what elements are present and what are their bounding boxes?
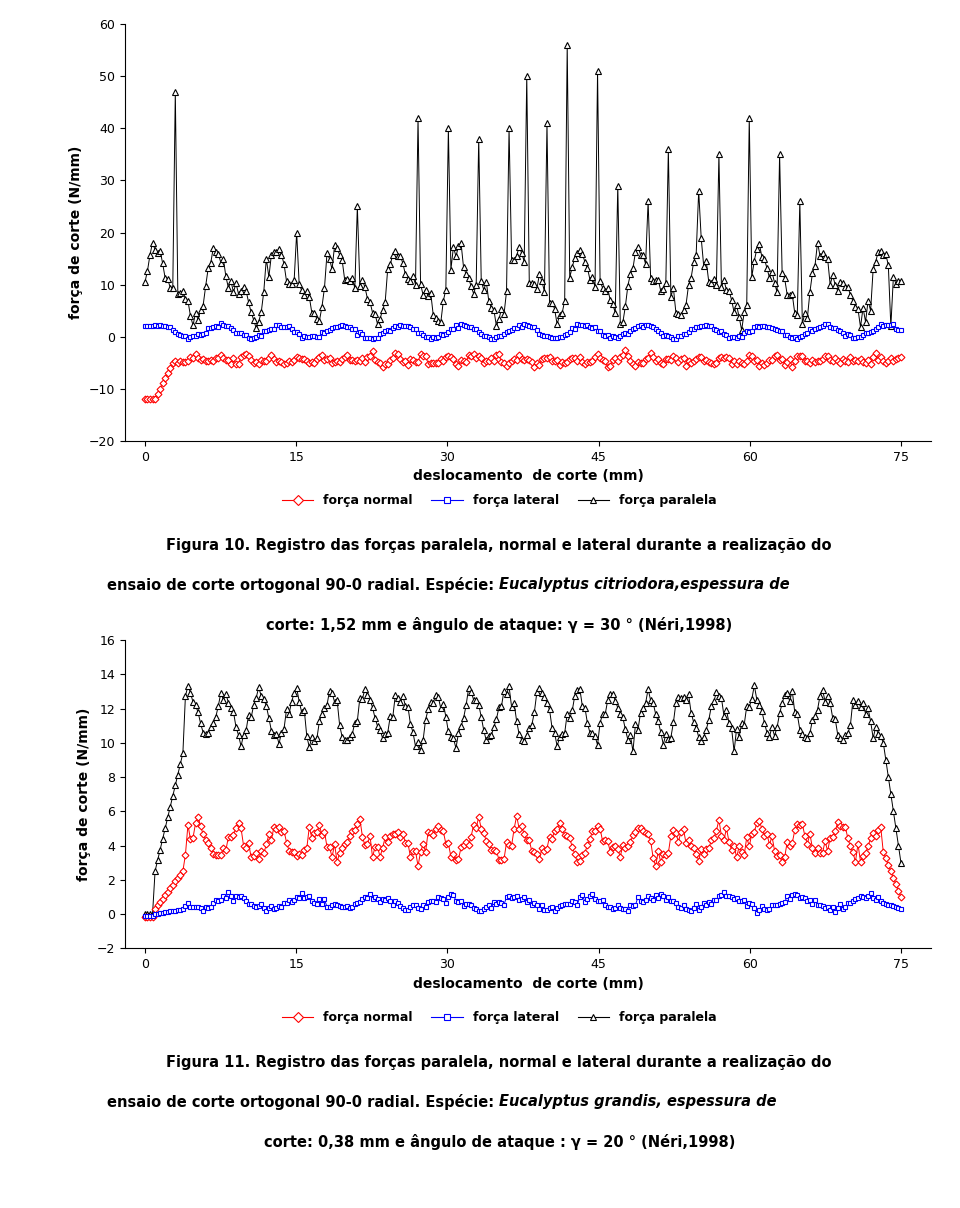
X-axis label: deslocamento  de corte (mm): deslocamento de corte (mm) — [413, 469, 643, 483]
Text: Eucalyptus citriodora,espessura de: Eucalyptus citriodora,espessura de — [499, 577, 790, 592]
Legend: força normal, força lateral, força paralela: força normal, força lateral, força paral… — [276, 1006, 722, 1029]
Text: ensaio de corte ortogonal 90-0 radial. Espécie:: ensaio de corte ortogonal 90-0 radial. E… — [107, 1094, 499, 1110]
Text: corte: 1,52 mm e ângulo de ataque: γ = 30 ° (Néri,1998): corte: 1,52 mm e ângulo de ataque: γ = 3… — [266, 617, 732, 633]
Text: ensaio de corte ortogonal 90-0 radial. Espécie:: ensaio de corte ortogonal 90-0 radial. E… — [107, 577, 499, 593]
Legend: força normal, força lateral, força paralela: força normal, força lateral, força paral… — [276, 489, 722, 512]
Text: Figura 11. Registro das forças paralela, normal e lateral durante a realização d: Figura 11. Registro das forças paralela,… — [166, 1055, 832, 1069]
Text: Figura 10. Registro das forças paralela, normal e lateral durante a realização d: Figura 10. Registro das forças paralela,… — [166, 538, 832, 552]
Text: Eucalyptus grandis, espessura de: Eucalyptus grandis, espessura de — [499, 1094, 777, 1109]
Y-axis label: força de corte (N/mm): força de corte (N/mm) — [77, 708, 91, 881]
Text: corte: 0,38 mm e ângulo de ataque : γ = 20 ° (Néri,1998): corte: 0,38 mm e ângulo de ataque : γ = … — [263, 1134, 735, 1150]
Y-axis label: força de corte (N/mm): força de corte (N/mm) — [69, 146, 84, 319]
X-axis label: deslocamento  de corte (mm): deslocamento de corte (mm) — [413, 976, 643, 991]
